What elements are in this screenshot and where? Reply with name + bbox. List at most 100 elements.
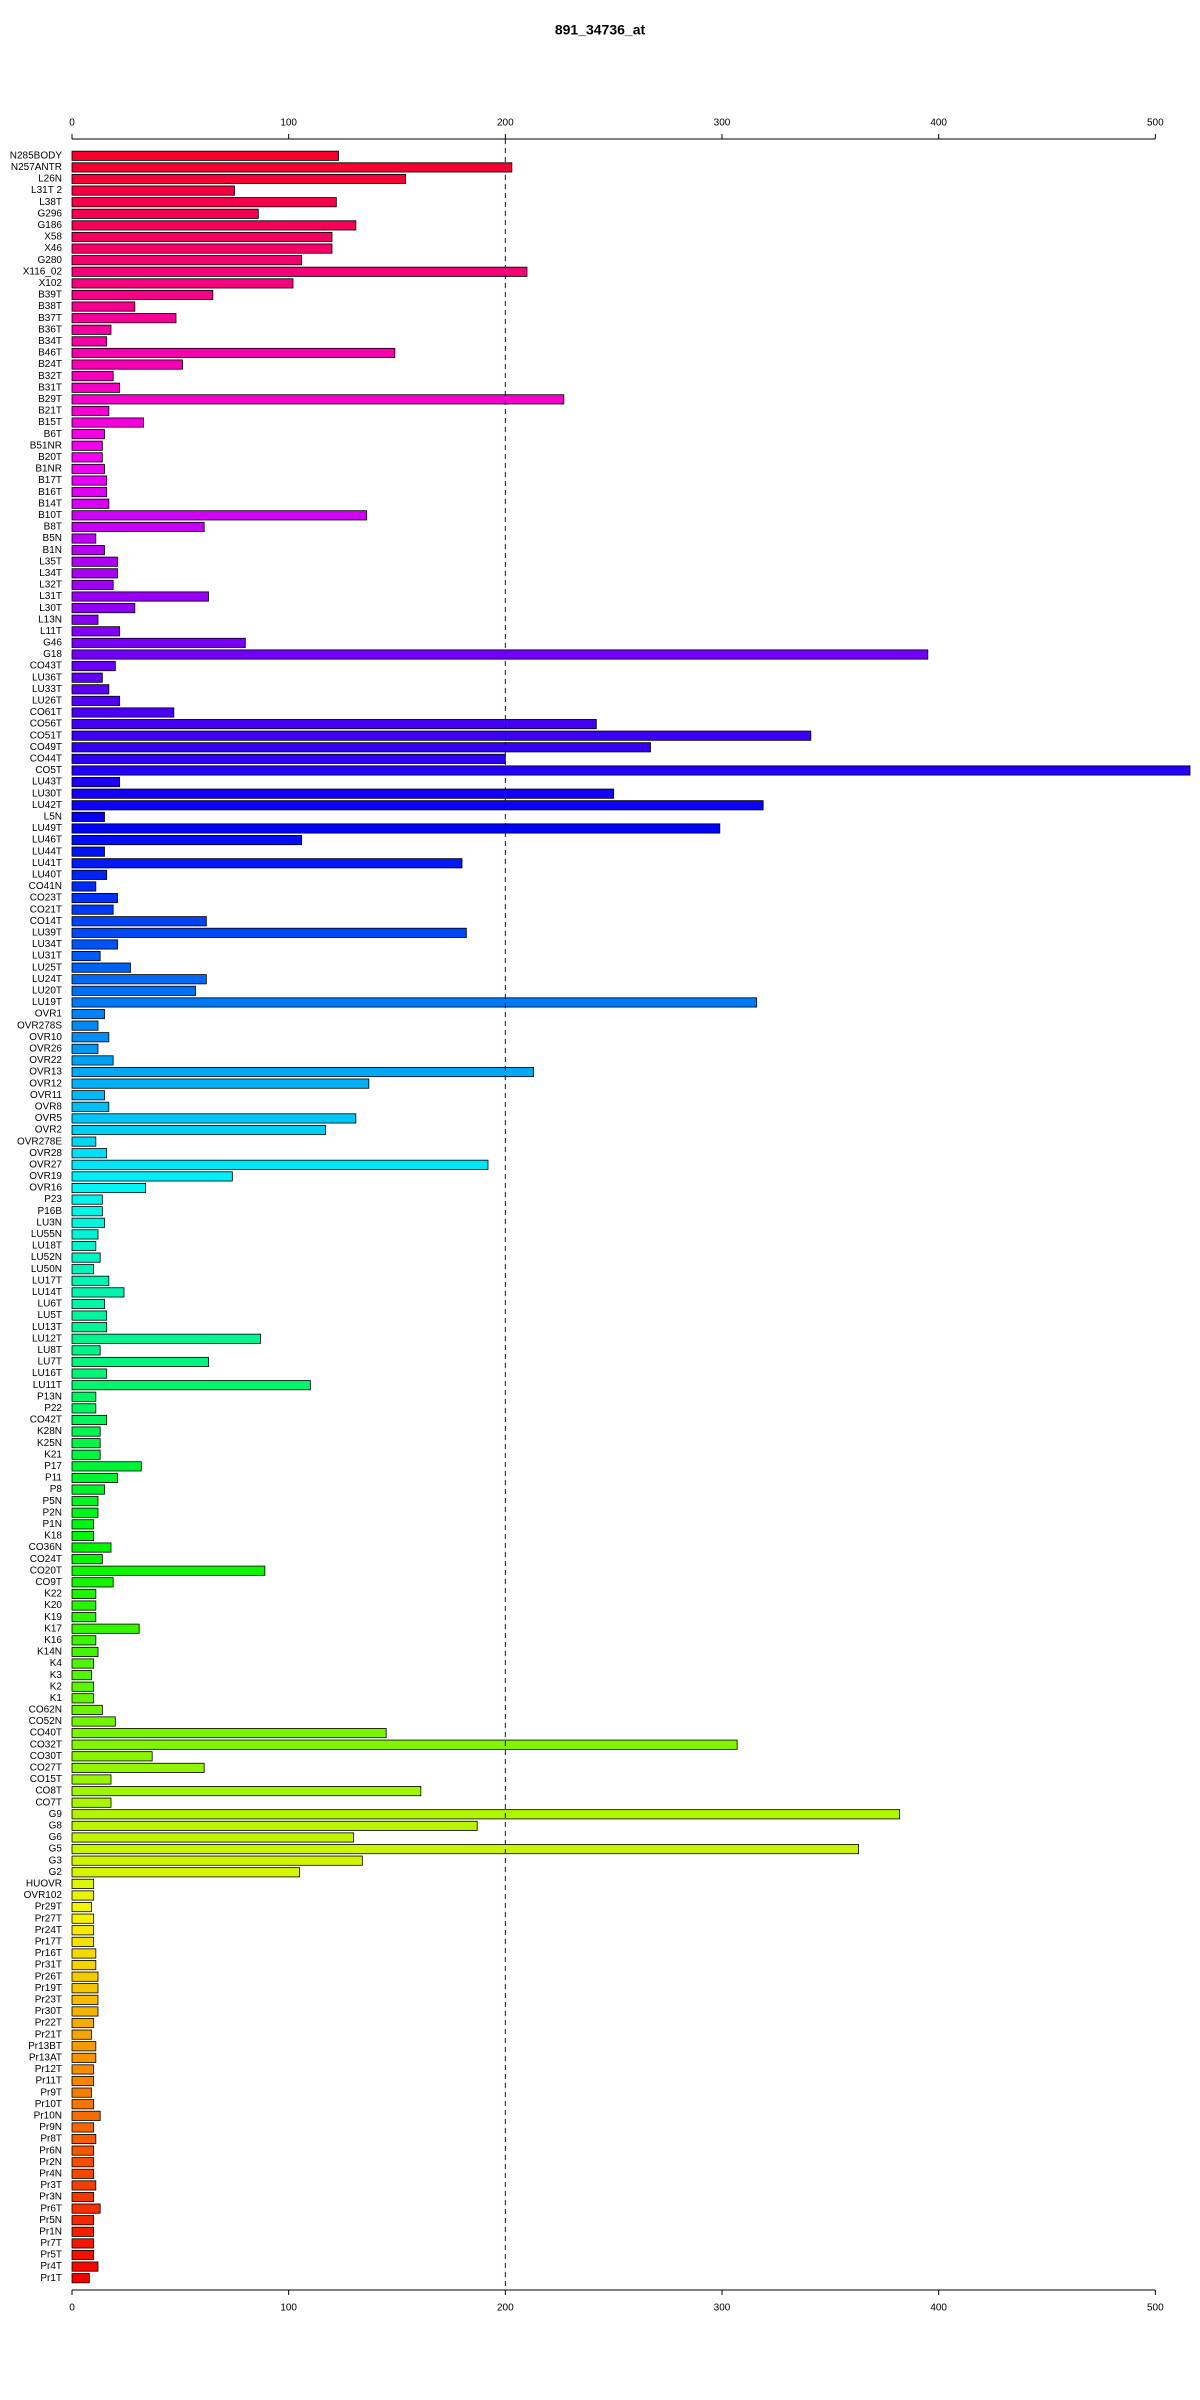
bar [71, 1298, 105, 1310]
bar [71, 150, 339, 161]
bar [71, 533, 97, 544]
bar [71, 2122, 95, 2133]
bar [71, 1124, 326, 1136]
chart-title: 891_34736_at [555, 22, 646, 38]
y-tick-label: K3 [50, 1670, 63, 1681]
y-tick-label: LU43T [32, 777, 62, 788]
y-tick-label: B39T [38, 290, 62, 301]
bar [71, 985, 196, 996]
y-tick-label: L5N [44, 812, 62, 823]
bar [71, 556, 118, 567]
bar [71, 1936, 95, 1947]
bar [71, 2018, 95, 2029]
y-tick-label: K16 [44, 1635, 62, 1646]
bar [71, 939, 118, 950]
y-tick-label: G2 [49, 1867, 63, 1878]
bar [71, 1287, 125, 1298]
bar [71, 1948, 97, 1959]
bar [71, 1971, 99, 1982]
bar [71, 185, 235, 196]
x-tick-label: 500 [1147, 2303, 1164, 2314]
bar [71, 2261, 99, 2272]
y-tick-label: LU3N [36, 1217, 62, 1228]
bar [71, 2203, 101, 2214]
y-tick-label: P1N [43, 1519, 62, 1530]
y-tick-label: K17 [44, 1623, 62, 1634]
y-tick-label: P13N [37, 1391, 62, 1402]
y-tick-label: Pr7T [40, 2238, 62, 2249]
bar [71, 1832, 355, 1843]
y-tick-label: Pr29T [35, 1902, 62, 1913]
y-tick-label: B38T [38, 301, 62, 312]
bar [71, 1066, 534, 1078]
bar [71, 289, 214, 301]
bar [71, 1055, 114, 1066]
y-tick-label: B8T [44, 522, 62, 533]
bar [71, 707, 175, 718]
bar [71, 811, 105, 822]
bar [71, 835, 303, 846]
y-tick-label: G186 [38, 220, 63, 231]
y-tick-label: P23 [44, 1194, 62, 1205]
bar [71, 1519, 95, 1530]
y-tick-label: Pr4N [39, 2168, 62, 2179]
bar [71, 440, 103, 451]
bar [71, 324, 112, 335]
bar [71, 788, 615, 799]
bar [71, 1356, 209, 1368]
bar [71, 371, 114, 382]
bar [71, 521, 205, 532]
bar [71, 1716, 116, 1727]
bar [71, 765, 1191, 776]
x-tick-label: 200 [497, 2303, 514, 2314]
y-tick-label: G46 [43, 638, 62, 649]
y-tick-label: B29T [38, 394, 62, 405]
y-tick-label: B51NR [30, 440, 62, 451]
y-tick-label: Pr16T [35, 1948, 62, 1959]
bar [71, 1925, 95, 1936]
y-tick-label: CO42T [30, 1415, 62, 1426]
bar [71, 1658, 95, 1669]
bar [71, 1890, 95, 1901]
bar [71, 266, 528, 277]
y-tick-label: CO36N [29, 1542, 62, 1553]
bar [71, 463, 105, 474]
bar [71, 1577, 114, 1588]
bar [71, 1252, 101, 1263]
y-tick-label: CO56T [30, 719, 62, 730]
bar [71, 359, 183, 370]
bar [71, 637, 246, 648]
bar [71, 858, 463, 869]
y-tick-label: LU5T [38, 1310, 62, 1321]
bar [71, 347, 396, 359]
bar [71, 1229, 99, 1240]
bar [71, 313, 177, 324]
bar [71, 1786, 422, 1797]
y-tick-label: CO44T [30, 754, 62, 765]
bar [71, 927, 467, 938]
bar [71, 951, 101, 962]
bar [71, 2238, 95, 2249]
y-tick-label: CO62N [29, 1705, 62, 1716]
y-tick-label: B14T [38, 498, 62, 509]
y-tick-label: OVR102 [24, 1890, 63, 1901]
y-tick-label: B6T [44, 429, 62, 440]
bar [71, 997, 758, 1008]
y-tick-label: CO27T [30, 1763, 62, 1774]
y-tick-label: G8 [49, 1821, 63, 1832]
y-tick-label: LU39T [32, 927, 62, 938]
y-tick-label: CO5T [35, 765, 62, 776]
y-tick-label: CO20T [30, 1565, 62, 1576]
y-tick-label: K19 [44, 1612, 62, 1623]
y-tick-label: CO7T [35, 1797, 62, 1808]
bar [71, 1878, 95, 1889]
y-tick-label: G5 [49, 1844, 63, 1855]
y-tick-label: LU30T [32, 788, 62, 799]
bar [71, 1368, 108, 1379]
y-tick-label: OVR278S [17, 1020, 62, 1031]
bar [71, 394, 565, 405]
y-tick-label: P11 [45, 1473, 62, 1484]
bar [71, 417, 144, 428]
y-tick-label: Pr11T [36, 2076, 63, 2087]
y-tick-label: OVR10 [29, 1032, 62, 1043]
